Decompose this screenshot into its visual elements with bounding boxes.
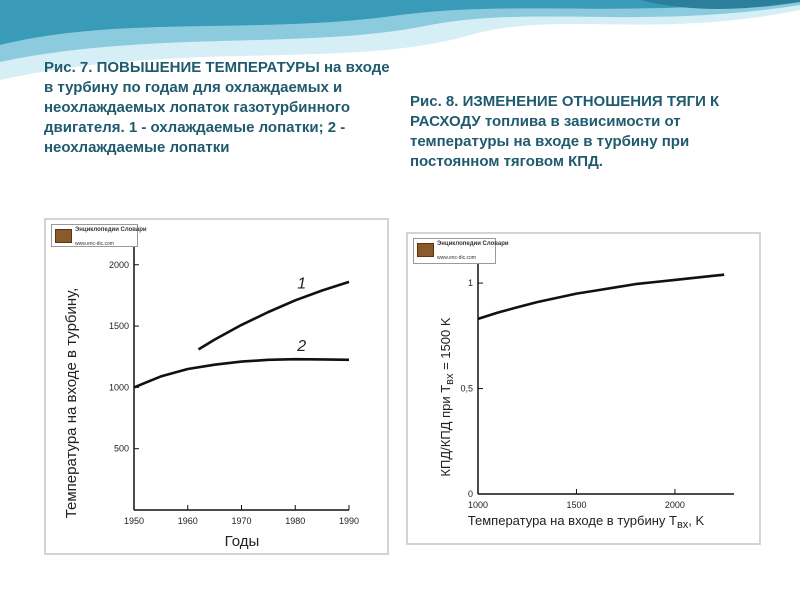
x-axis-label-main: Температура на входе в турбину T [468,513,677,528]
x-tick-label: 1980 [285,516,305,526]
figure-7-caption-rest: на входе в турбину по годам для охлаждае… [44,59,390,156]
figure-7-plot-background [46,220,387,553]
y-tick-label: 1 [468,278,473,288]
y-tick-label: 0,5 [460,384,473,394]
watermark-logo: Энциклопедии Словари www.enc-dic.com [51,224,147,247]
y-tick-label: 500 [114,444,129,454]
y-tick-label: 2000 [109,260,129,270]
x-tick-label: 1950 [124,516,144,526]
x-axis-label-unit: , K [688,513,704,528]
figure-8-plot-background [408,234,759,543]
x-tick-label: 2000 [665,500,685,510]
y-tick-label: 1000 [109,382,129,392]
watermark-logo: Энциклопедии Словари www.enc-dic.com [413,238,509,264]
y-axis-label-sub: вх [444,373,456,385]
x-axis-label: Годы [225,533,260,550]
book-icon [417,243,434,257]
x-tick-label: 1000 [468,500,488,510]
figure-8-frame: 1000 1500 2000 0 0,5 1 Температура на входе в… [406,232,761,545]
y-tick-label: 1500 [109,321,129,331]
figure-8-caption-bold: Рис. 8. ИЗМЕНЕНИЕ ОТНОШЕНИЯ ТЯГИ К РАСХО… [410,93,720,130]
header-waves [0,0,800,80]
figure-8-chart: 1000 1500 2000 0 0,5 1 Температура на входе в… [408,234,759,543]
y-axis-label: КПД/КПД при Tвх = 1500 K [438,317,456,476]
figure-8-caption: Рис. 8. ИЗМЕНЕНИЕ ОТНОШЕНИЯ ТЯГИ К РАСХО… [410,92,770,172]
figure-8-caption-rest: топлива в зависимости от температуры на … [410,113,690,170]
x-axis-label: Температура на входе в турбину Tвх, K [468,513,705,531]
figure-7-caption-bold: Рис. 7. ПОВЫШЕНИЕ ТЕМПЕРАТУРЫ [44,59,320,76]
figure-7-chart: 1950 1960 1970 1980 1990 500 1000 1500 2000 1 2 Г… [46,220,387,553]
watermark-line1: Энциклопедии Словари [437,241,509,247]
x-tick-label: 1500 [566,500,586,510]
series-line-1 [197,280,350,351]
figure-7-caption: Рис. 7. ПОВЫШЕНИЕ ТЕМПЕРАТУРЫ на входе в… [44,58,394,220]
series-label-1: 1 [297,275,306,292]
y-axis-label-unit: = 1500 K [438,317,453,373]
series-line-1 [477,273,725,321]
watermark-line2: www.enc-dic.com [75,241,114,247]
x-axis-label-sub: вх [677,519,689,531]
figure-7-frame: 1950 1960 1970 1980 1990 500 1000 1500 2000 1 2 Г… [44,218,389,555]
watermark-line2: www.enc-dic.com [437,255,476,261]
x-tick-label: 1970 [231,516,251,526]
series-label-2: 2 [296,338,306,355]
book-icon [55,229,72,243]
x-tick-label: 1960 [178,516,198,526]
x-tick-label: 1990 [339,516,359,526]
series-line-2 [133,357,350,389]
y-axis-label: Температура на входе в турбину, [63,288,80,519]
y-tick-label: 0 [468,489,473,499]
watermark-line1: Энциклопедии Словари [75,227,147,233]
y-axis-label-main: КПД/КПД при T [438,385,453,477]
